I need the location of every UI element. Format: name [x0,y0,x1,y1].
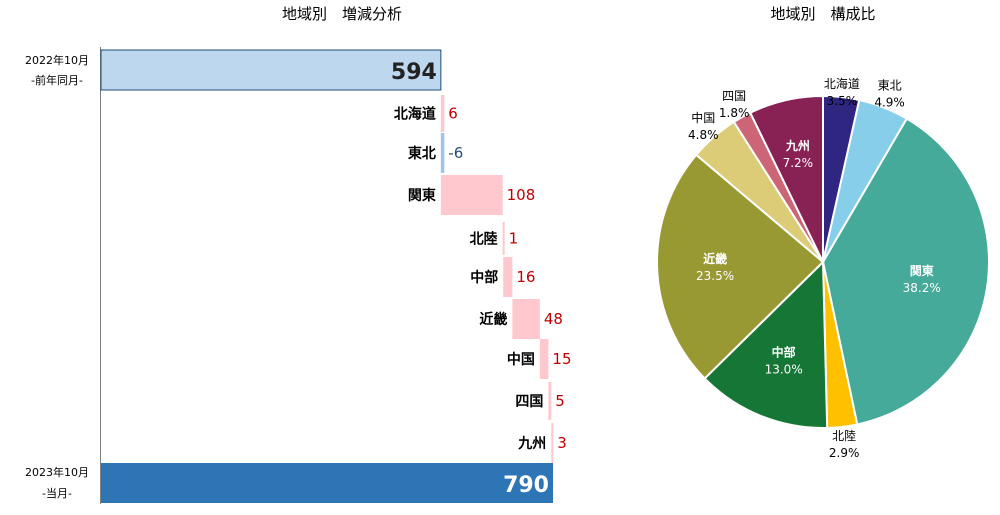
region-label: 九州 [517,436,546,452]
end-bar [101,463,553,503]
delta-value-label: -6 [448,144,463,162]
delta-bar [440,95,445,132]
pie-slice-percent: 2.9% [829,446,860,460]
region-label: 四国 [515,394,543,410]
delta-bar [539,339,549,379]
pie-slice-percent: 3.5% [827,94,858,108]
region-label: 東北 [408,145,436,162]
pie-slice-name: 四国 [722,89,746,103]
delta-bar [440,175,503,215]
delta-value-label: 108 [507,186,536,204]
pie-slice-name: 中部 [772,344,796,359]
region-label: 中国 [507,351,535,368]
start-value-label: 594 [391,60,437,85]
region-label: 関東 [408,187,436,204]
delta-bar [503,257,513,297]
pie-slice-percent: 7.2% [783,156,814,170]
pie-slice [703,259,829,429]
pie-slice-percent: 13.0% [765,362,803,376]
region-label: 近畿 [479,311,507,328]
pie-slice-name: 北陸 [832,429,856,443]
delta-bar [551,423,554,463]
pie-marks: 北海道 3.5% 東北 4.9% 関東 38.2% 北陸 2.9% 中部 13.0% 近畿 23.5%… [656,76,990,460]
pie-slice-percent: 1.8% [719,106,750,120]
pie-slice-name: 中国 [691,110,715,125]
region-label: 中部 [470,269,498,286]
pie-slice-name: 九州 [785,138,810,153]
delta-bar [440,133,445,173]
pie-slice [821,117,990,426]
end-period-sublabel: -当月- [42,486,72,500]
pie-slice-percent: 23.5% [696,269,734,283]
start-period-label: 2022年10月 [25,53,89,67]
delta-value-label: 5 [555,392,565,410]
region-label: 北海道 [394,106,436,123]
start-period-sublabel: -前年同月- [31,73,83,87]
pie-slice [656,153,825,380]
end-value-label: 790 [503,473,549,498]
start-bar [100,49,442,91]
waterfall-marks: 594 北海道 6 東北 -6 関東 108 北陸 1 中部 16 近畿 48 中国 15 四国 5 九州 3 790 [100,49,572,503]
delta-value-label: 1 [509,230,519,248]
pie-title: 地域別 構成比 [770,5,875,23]
end-period-label: 2023年10月 [25,465,89,479]
pie-slice-name: 東北 [878,79,902,93]
delta-value-label: 16 [516,268,535,286]
pie-slice-percent: 38.2% [903,281,941,295]
pie-slice-name: 関東 [910,263,934,278]
delta-bar [502,222,505,255]
delta-bar [512,299,540,339]
pie-slice-name: 北海道 [824,76,860,91]
delta-bar [548,382,552,420]
waterfall-title: 地域別 増減分析 [282,5,402,23]
pie-slice-percent: 4.8% [688,128,719,142]
delta-value-label: 48 [544,310,563,328]
pie-slice-percent: 4.9% [874,96,905,110]
region-label: 北陸 [470,231,498,248]
delta-value-label: 3 [557,434,567,452]
delta-value-label: 6 [448,105,458,123]
pie-slice [748,94,824,263]
pie-slice-name: 近畿 [703,251,727,266]
delta-value-label: 15 [552,350,571,368]
